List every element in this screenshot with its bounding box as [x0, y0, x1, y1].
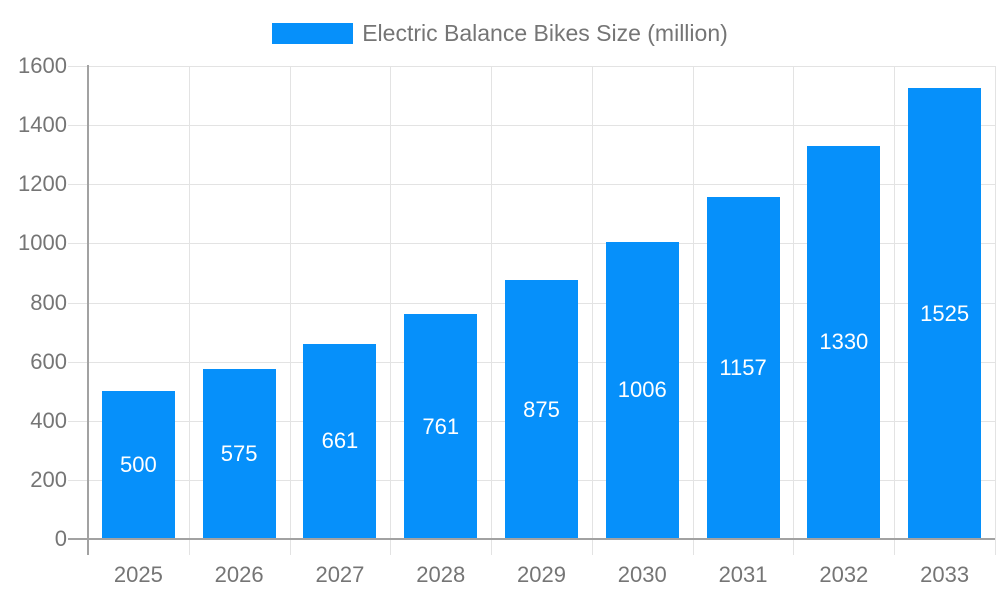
y-gridline [68, 66, 995, 67]
y-axis-label: 800 [30, 289, 67, 315]
bar-2032: 1330 [807, 145, 881, 539]
x-axis-label: 2033 [920, 562, 970, 587]
y-axis-label: 1400 [18, 112, 67, 138]
x-gridline [692, 66, 694, 555]
x-gridline [390, 66, 392, 555]
bar-2029: 875 [505, 280, 578, 539]
legend-color-swatch [272, 23, 354, 44]
bar-2026: 575 [202, 369, 276, 539]
y-gridline [68, 125, 995, 127]
bar-value-label: 875 [523, 396, 560, 422]
bar-value-label: 1157 [719, 354, 767, 380]
y-gridline [68, 184, 995, 186]
legend-label: Electric Balance Bikes Size (million) [362, 20, 728, 46]
bar-2025: 500 [101, 391, 175, 539]
x-gridline [491, 66, 493, 555]
x-gridline [289, 66, 291, 555]
x-axis-label: 2029 [517, 562, 566, 587]
y-axis-label: 0 [54, 526, 67, 551]
x-gridline [995, 66, 996, 555]
bar-value-label: 761 [422, 413, 460, 439]
bar-value-label: 1525 [920, 300, 970, 326]
bar-value-label: 500 [120, 452, 157, 478]
bar-2031: 1157 [706, 196, 780, 539]
y-axis-label: 1000 [18, 230, 67, 256]
x-gridline [793, 66, 795, 555]
x-axis-label: 2028 [416, 562, 466, 587]
y-axis-label: 400 [30, 407, 67, 433]
y-axis-line [87, 65, 89, 555]
y-axis-label: 1200 [18, 171, 67, 197]
x-axis-label: 2026 [214, 562, 264, 587]
bar-value-label: 1006 [617, 377, 667, 403]
y-gridline [68, 243, 995, 245]
chart-legend[interactable]: Electric Balance Bikes Size (million) [0, 20, 1000, 47]
x-axis-label: 2032 [819, 562, 869, 587]
x-gridline [894, 66, 896, 555]
x-axis-baseline [68, 538, 995, 540]
bar-value-label: 575 [220, 441, 258, 466]
bar-value-label: 1330 [819, 329, 869, 355]
bar-2028: 761 [404, 314, 478, 539]
x-gridline [188, 66, 190, 555]
x-axis-label: 2031 [718, 562, 768, 587]
y-axis-label: 600 [30, 348, 67, 374]
bar-2027: 661 [303, 343, 377, 539]
x-gridline [591, 66, 593, 555]
y-axis-label: 1600 [18, 53, 67, 78]
bar-2030: 1006 [605, 241, 679, 539]
x-axis-label: 2025 [113, 562, 163, 587]
bar-2033: 1525 [908, 88, 982, 539]
x-axis-label: 2027 [315, 562, 365, 587]
x-axis-label: 2030 [617, 562, 667, 587]
y-axis-label: 200 [30, 466, 67, 492]
bar-value-label: 661 [321, 428, 359, 454]
